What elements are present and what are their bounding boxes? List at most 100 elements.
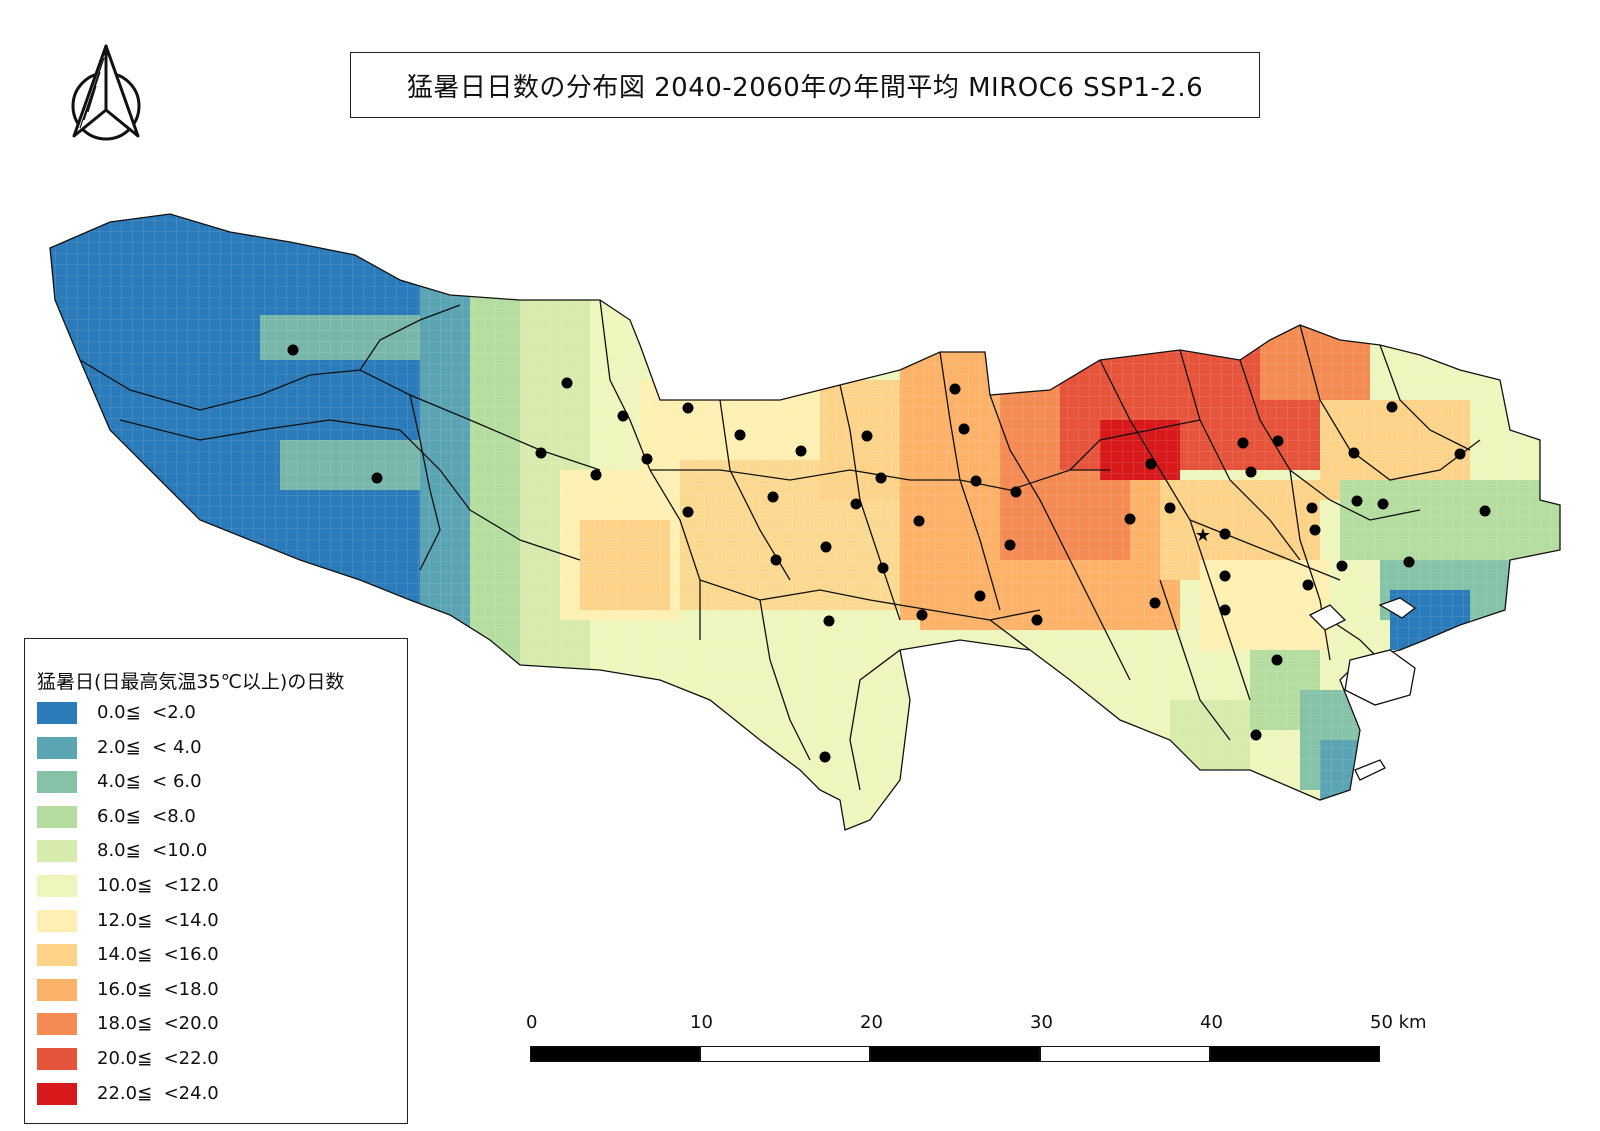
scale-segment [1040, 1046, 1210, 1062]
north-arrow-icon [71, 44, 141, 141]
scale-tick-label: 10 [690, 1012, 713, 1033]
municipal-point-marker [958, 423, 970, 435]
legend-item: 0.0≦ <2.0 [37, 701, 397, 725]
municipal-boundaries [49, 213, 1561, 831]
legend-swatch [37, 978, 77, 1001]
municipal-point-marker [861, 430, 873, 442]
municipal-point-marker [916, 609, 928, 621]
scale-tick-label: 20 [860, 1012, 883, 1033]
municipal-point-marker [1403, 556, 1415, 568]
legend-label: 10.0≦ <12.0 [97, 875, 219, 896]
municipal-point-marker [1386, 401, 1398, 413]
municipal-point-marker [287, 344, 299, 356]
legend-panel: 猛暑日(日最高気温35℃以上)の日数 0.0≦ <2.0 2.0≦ < 4.0 4.… [24, 638, 408, 1124]
reclaimed-land-outlines [1308, 597, 1417, 781]
municipal-office-points [287, 344, 1491, 763]
municipal-point-marker [617, 410, 629, 422]
scale-tick-label: 0 [526, 1012, 538, 1033]
legend-item: 4.0≦ < 6.0 [37, 770, 397, 794]
municipal-point-marker [1309, 524, 1321, 536]
legend-label: 6.0≦ <8.0 [97, 805, 196, 827]
municipal-point-marker [1377, 498, 1389, 510]
municipal-point-marker [1272, 435, 1284, 447]
municipal-point-marker [875, 472, 887, 484]
municipal-point-marker [682, 506, 694, 518]
municipal-point-marker [770, 554, 782, 566]
legend-label: 20.0≦ <22.0 [97, 1048, 219, 1069]
legend-swatch [37, 1048, 77, 1070]
legend-item: 12.0≦ <14.0 [37, 909, 397, 933]
municipal-point-marker [795, 445, 807, 457]
municipal-point-marker [820, 541, 832, 553]
municipal-point-marker [1336, 560, 1348, 572]
municipal-point-marker [1219, 570, 1231, 582]
legend-swatch [37, 909, 77, 932]
municipal-point-marker [1164, 502, 1176, 514]
legend-label: 4.0≦ < 6.0 [97, 771, 202, 793]
legend-swatch [37, 702, 77, 724]
legend-item: 2.0≦ < 4.0 [37, 736, 397, 760]
municipal-point-marker [371, 472, 383, 484]
legend-label: 16.0≦ <18.0 [97, 978, 219, 1000]
municipal-point-marker [535, 447, 547, 459]
legend-swatch [37, 1082, 77, 1105]
municipal-point-marker [1348, 447, 1360, 459]
scale-segment [700, 1046, 870, 1062]
legend-item: 18.0≦ <20.0 [37, 1012, 397, 1036]
capital-marker: ★ [1195, 525, 1211, 546]
scale-segment [870, 1046, 1040, 1062]
municipal-point-marker [1145, 458, 1157, 470]
map-title: 猛暑日日数の分布図 2040-2060年の年間平均 MIROC6 SSP1-2.… [406, 72, 1204, 103]
scale-bar: 0 10 20 30 40 50 km [526, 1012, 1427, 1072]
municipal-point-marker [1124, 513, 1136, 525]
legend-label: 18.0≦ <20.0 [97, 1013, 219, 1035]
legend-item: 20.0≦ <22.0 [37, 1047, 397, 1071]
municipal-point-marker [949, 383, 961, 395]
legend-title: 猛暑日(日最高気温35℃以上)の日数 [37, 671, 345, 693]
municipal-point-marker [767, 491, 779, 503]
legend-item: 16.0≦ <18.0 [37, 978, 397, 1002]
scale-tick-label: 50 km [1370, 1012, 1427, 1033]
scale-tick-label: 40 [1200, 1012, 1223, 1033]
municipal-point-marker [1237, 437, 1249, 449]
municipal-point-marker [1219, 604, 1231, 616]
municipal-point-marker [1245, 466, 1257, 478]
legend-label: 2.0≦ < 4.0 [97, 736, 202, 758]
municipal-point-marker [590, 469, 602, 481]
municipal-point-marker [970, 475, 982, 487]
scale-tick-label: 30 [1030, 1012, 1053, 1033]
municipal-point-marker [974, 590, 986, 602]
legend-item: 14.0≦ <16.0 [37, 943, 397, 967]
municipal-point-marker [819, 751, 831, 763]
municipal-point-marker [877, 562, 889, 574]
legend-swatch [37, 944, 77, 967]
scale-segment [1210, 1046, 1380, 1062]
municipal-point-marker [1479, 505, 1491, 517]
municipal-point-marker [734, 429, 746, 441]
municipal-point-marker [1219, 528, 1231, 540]
scale-segment [530, 1046, 700, 1062]
legend-label: 14.0≦ <16.0 [97, 944, 219, 966]
map-title-box: 猛暑日日数の分布図 2040-2060年の年間平均 MIROC6 SSP1-2.… [350, 52, 1260, 118]
municipal-point-marker [1149, 597, 1161, 609]
municipal-point-marker [641, 453, 653, 465]
legend-swatch [37, 771, 77, 794]
star-icon: ★ [1195, 525, 1211, 546]
municipal-point-marker [561, 377, 573, 389]
municipal-point-marker [1454, 448, 1466, 460]
municipal-point-marker [913, 515, 925, 527]
municipal-point-marker [1306, 502, 1318, 514]
legend-item: 8.0≦ <10.0 [37, 839, 397, 863]
municipal-point-marker [1004, 539, 1016, 551]
legend-label: 12.0≦ <14.0 [97, 909, 219, 931]
municipal-point-marker [823, 615, 835, 627]
legend-label: 8.0≦ <10.0 [97, 840, 208, 862]
municipal-point-marker [1302, 579, 1314, 591]
legend-swatch [37, 736, 77, 759]
legend-swatch [37, 805, 77, 828]
legend-swatch [37, 1013, 77, 1036]
legend-label: 0.0≦ <2.0 [97, 702, 196, 723]
municipal-point-marker [850, 498, 862, 510]
legend-item: 6.0≦ <8.0 [37, 805, 397, 829]
